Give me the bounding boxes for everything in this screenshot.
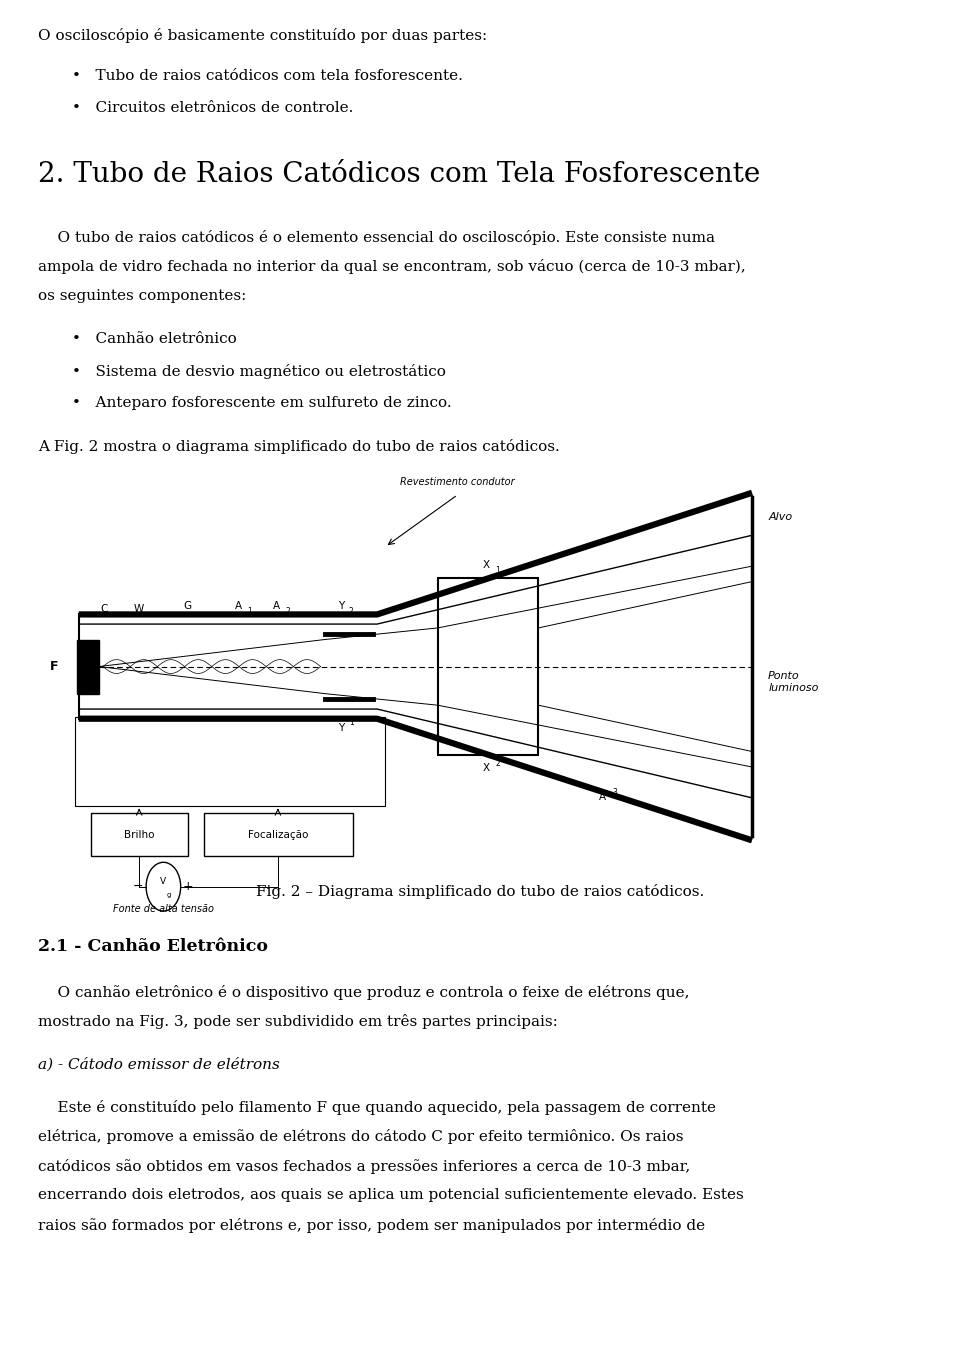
Text: •   Tubo de raios catódicos com tela fosforescente.: • Tubo de raios catódicos com tela fosfo… xyxy=(72,69,463,83)
Text: catódicos são obtidos em vasos fechados a pressões inferiores a cerca de 10-3 mb: catódicos são obtidos em vasos fechados … xyxy=(38,1159,690,1173)
Text: A: A xyxy=(235,600,242,611)
Text: +: + xyxy=(183,881,194,893)
Bar xyxy=(204,813,353,856)
Text: 1: 1 xyxy=(495,566,500,576)
Text: A: A xyxy=(273,600,280,611)
Text: elétrica, promove a emissão de elétrons do cátodo C por efeito termiônico. Os ra: elétrica, promove a emissão de elétrons … xyxy=(38,1129,684,1145)
Text: X: X xyxy=(482,763,490,774)
Text: A: A xyxy=(599,793,607,802)
Text: encerrando dois eletrodos, aos quais se aplica um potencial suficientemente elev: encerrando dois eletrodos, aos quais se … xyxy=(38,1188,744,1202)
Text: •   Circuitos eletrônicos de controle.: • Circuitos eletrônicos de controle. xyxy=(72,102,353,115)
Text: Y: Y xyxy=(338,722,344,733)
Bar xyxy=(77,640,99,694)
Bar xyxy=(438,577,539,755)
Text: 2.1 - Canhão Eletrônico: 2.1 - Canhão Eletrônico xyxy=(38,938,269,954)
Text: Y: Y xyxy=(338,600,344,611)
Text: G: G xyxy=(183,600,192,611)
Text: C: C xyxy=(101,604,108,614)
Text: O canhão eletrônico é o dispositivo que produz e controla o feixe de elétrons qu: O canhão eletrônico é o dispositivo que … xyxy=(38,985,690,1000)
Text: Revestimento condutor: Revestimento condutor xyxy=(400,477,516,486)
Text: 2. Tubo de Raios Catódicos com Tela Fosforescente: 2. Tubo de Raios Catódicos com Tela Fosf… xyxy=(38,161,760,188)
Text: 1: 1 xyxy=(349,718,353,728)
Text: 1: 1 xyxy=(248,607,252,617)
Text: •   Anteparo fosforescente em sulfureto de zinco.: • Anteparo fosforescente em sulfureto de… xyxy=(72,396,451,409)
Text: mostrado na Fig. 3, pode ser subdividido em três partes principais:: mostrado na Fig. 3, pode ser subdividido… xyxy=(38,1014,559,1030)
Bar xyxy=(91,813,187,856)
Text: O tubo de raios catódicos é o elemento essencial do osciloscópio. Este consiste : O tubo de raios catódicos é o elemento e… xyxy=(38,230,715,245)
Text: 2: 2 xyxy=(285,607,290,617)
Text: V: V xyxy=(160,877,166,886)
Text: •   Sistema de desvio magnético ou eletrostático: • Sistema de desvio magnético ou eletros… xyxy=(72,363,445,378)
Text: a) - Cátodo emissor de elétrons: a) - Cátodo emissor de elétrons xyxy=(38,1057,280,1072)
Text: g: g xyxy=(167,892,171,898)
Text: •   Canhão eletrônico: • Canhão eletrônico xyxy=(72,332,237,346)
Text: W: W xyxy=(134,604,144,614)
Text: F: F xyxy=(50,660,59,673)
Text: raios são formados por elétrons e, por isso, podem ser manipulados por intermédi: raios são formados por elétrons e, por i… xyxy=(38,1218,706,1233)
Text: Fonte de alta tensão: Fonte de alta tensão xyxy=(113,904,214,915)
Text: Brilho: Brilho xyxy=(124,829,155,840)
Text: X: X xyxy=(482,560,490,570)
Text: Fig. 2 – Diagrama simplificado do tubo de raios catódicos.: Fig. 2 – Diagrama simplificado do tubo d… xyxy=(256,883,704,898)
Text: Alvo: Alvo xyxy=(768,512,792,522)
Text: O osciloscópio é basicamente constituído por duas partes:: O osciloscópio é basicamente constituído… xyxy=(38,28,488,43)
Text: 2: 2 xyxy=(495,759,500,768)
Text: 3: 3 xyxy=(612,789,617,797)
Text: Este é constituído pelo filamento F que quando aquecido, pela passagem de corren: Este é constituído pelo filamento F que … xyxy=(38,1100,716,1115)
Text: Ponto
luminoso: Ponto luminoso xyxy=(768,671,819,692)
Text: ampola de vidro fechada no interior da qual se encontram, sob vácuo (cerca de 10: ampola de vidro fechada no interior da q… xyxy=(38,259,746,274)
Text: A Fig. 2 mostra o diagrama simplificado do tubo de raios catódicos.: A Fig. 2 mostra o diagrama simplificado … xyxy=(38,439,560,454)
Text: os seguintes componentes:: os seguintes componentes: xyxy=(38,289,247,302)
Text: 2: 2 xyxy=(349,607,353,617)
Text: Focalização: Focalização xyxy=(248,829,308,840)
Text: −: − xyxy=(133,881,144,893)
Bar xyxy=(75,717,385,806)
